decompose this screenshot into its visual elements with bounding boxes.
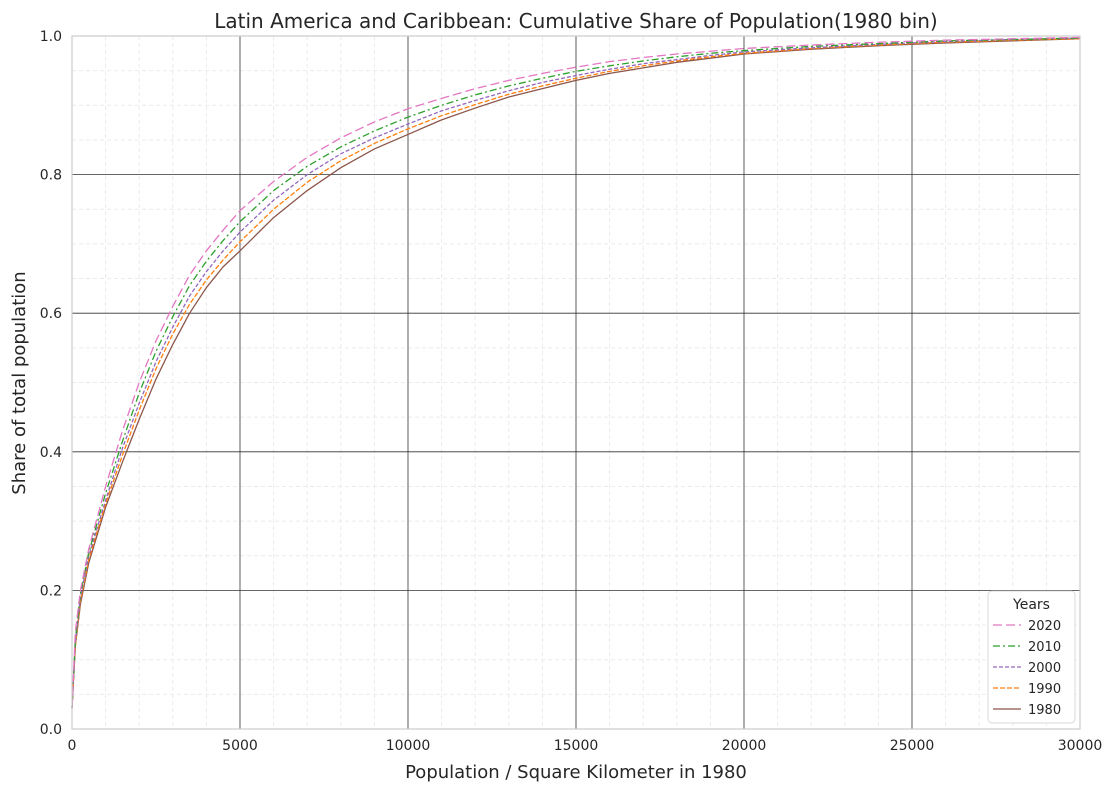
series-line-1980 (71, 38, 1081, 709)
y-tick-label: 1.0 (40, 29, 62, 45)
series-line-2000 (71, 37, 1081, 709)
x-axis-label: Population / Square Kilometer in 1980 (405, 762, 747, 783)
legend-label-1980: 1980 (1028, 703, 1061, 718)
x-tick-label: 30000 (1058, 738, 1103, 754)
legend-label-2020: 2020 (1028, 619, 1061, 634)
x-tick-label: 0 (68, 738, 77, 754)
legend: Years 2020 2010 2000 1990 1980 (987, 590, 1076, 724)
y-tick-label: 0.0 (40, 722, 62, 738)
x-tick-label: 20000 (722, 738, 767, 754)
legend-title: Years (1012, 597, 1050, 613)
y-tick-label: 0.6 (40, 306, 62, 322)
series-line-2010 (71, 37, 1081, 709)
legend-label-1990: 1990 (1028, 682, 1061, 697)
x-tick-label: 25000 (890, 738, 935, 754)
y-tick-label: 0.4 (40, 445, 62, 461)
chart-title: Latin America and Caribbean: Cumulative … (214, 9, 937, 33)
legend-label-2010: 2010 (1028, 640, 1061, 655)
y-tick-label: 0.8 (40, 168, 62, 184)
x-tick-label: 5000 (222, 738, 258, 754)
series-line-2020 (71, 36, 1081, 709)
y-axis-label: Share of total population (9, 271, 30, 494)
y-tick-label: 0.2 (40, 583, 62, 599)
x-tick-label: 15000 (554, 738, 599, 754)
x-tick-label: 10000 (386, 738, 431, 754)
legend-label-2000: 2000 (1028, 661, 1061, 676)
plot-frame (71, 35, 1081, 730)
legend-box (987, 590, 1076, 724)
series-line-1990 (71, 38, 1081, 709)
